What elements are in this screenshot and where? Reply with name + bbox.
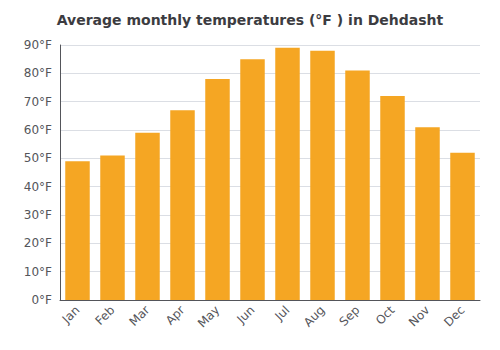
svg-text:Sep: Sep [337,303,363,329]
svg-text:0°F: 0°F [31,293,52,307]
svg-text:Average monthly temperatures (: Average monthly temperatures (°F ) in De… [57,12,444,28]
svg-text:May: May [195,303,222,330]
svg-text:70°F: 70°F [24,95,52,109]
svg-text:30°F: 30°F [24,208,52,222]
svg-text:Mar: Mar [127,303,153,329]
svg-text:40°F: 40°F [24,180,52,194]
svg-text:20°F: 20°F [24,236,52,250]
svg-text:Jul: Jul [272,303,293,324]
svg-text:50°F: 50°F [24,151,52,165]
svg-text:10°F: 10°F [24,265,52,279]
svg-text:Jun: Jun [234,303,258,327]
svg-text:Dec: Dec [441,303,467,329]
svg-text:Apr: Apr [163,303,188,328]
svg-text:Jan: Jan [59,303,83,327]
svg-text:Oct: Oct [373,303,398,328]
svg-text:Aug: Aug [301,303,327,329]
svg-text:60°F: 60°F [24,123,52,137]
svg-text:80°F: 80°F [24,66,52,80]
svg-text:Nov: Nov [406,303,432,329]
svg-text:90°F: 90°F [24,38,52,52]
svg-text:Feb: Feb [93,303,118,328]
